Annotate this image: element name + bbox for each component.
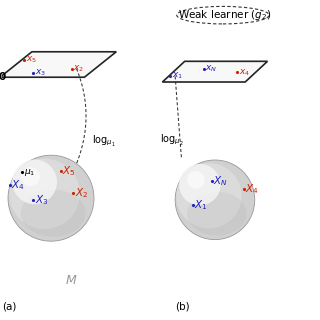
Ellipse shape [176,163,242,228]
Text: (a): (a) [2,301,16,311]
Text: $x_{1}$: $x_{1}$ [172,70,183,81]
Ellipse shape [9,159,80,229]
Text: $x_{2}$: $x_{2}$ [73,63,84,74]
Ellipse shape [187,171,204,189]
Text: $x_{4}$: $x_{4}$ [239,67,250,78]
Text: $x_{5}$: $x_{5}$ [26,54,36,65]
Text: $\mathit{M}$: $\mathit{M}$ [66,274,78,287]
Text: (b): (b) [175,301,190,311]
Text: $\mu_1$: $\mu_1$ [24,167,35,178]
Text: $\mathrm{log}_{\mu_2}$: $\mathrm{log}_{\mu_2}$ [160,132,184,147]
Ellipse shape [175,160,255,240]
Text: $x_{3}$: $x_{3}$ [35,68,46,78]
Text: $X_{N}$: $X_{N}$ [213,174,228,188]
Ellipse shape [21,190,85,237]
Text: $X_{3}$: $X_{3}$ [35,193,49,207]
Text: $X_{5}$: $X_{5}$ [62,164,76,178]
Text: $X_{1}$: $X_{1}$ [194,198,208,212]
Polygon shape [163,61,268,82]
Text: $X_{4}$: $X_{4}$ [11,179,25,192]
Text: $X_{4}$: $X_{4}$ [245,182,259,196]
Text: Weak learner ($g_2$): Weak learner ($g_2$) [178,8,272,22]
Ellipse shape [179,164,220,205]
Text: $x_{N}$: $x_{N}$ [205,64,218,74]
Ellipse shape [187,192,247,236]
Polygon shape [0,52,116,77]
Text: $\mathrm{log}_{\mu_1}$: $\mathrm{log}_{\mu_1}$ [92,133,116,148]
Text: $X_{2}$: $X_{2}$ [75,187,88,200]
Ellipse shape [8,155,94,241]
Ellipse shape [21,167,40,186]
Text: 0: 0 [0,72,6,82]
Ellipse shape [12,160,57,204]
